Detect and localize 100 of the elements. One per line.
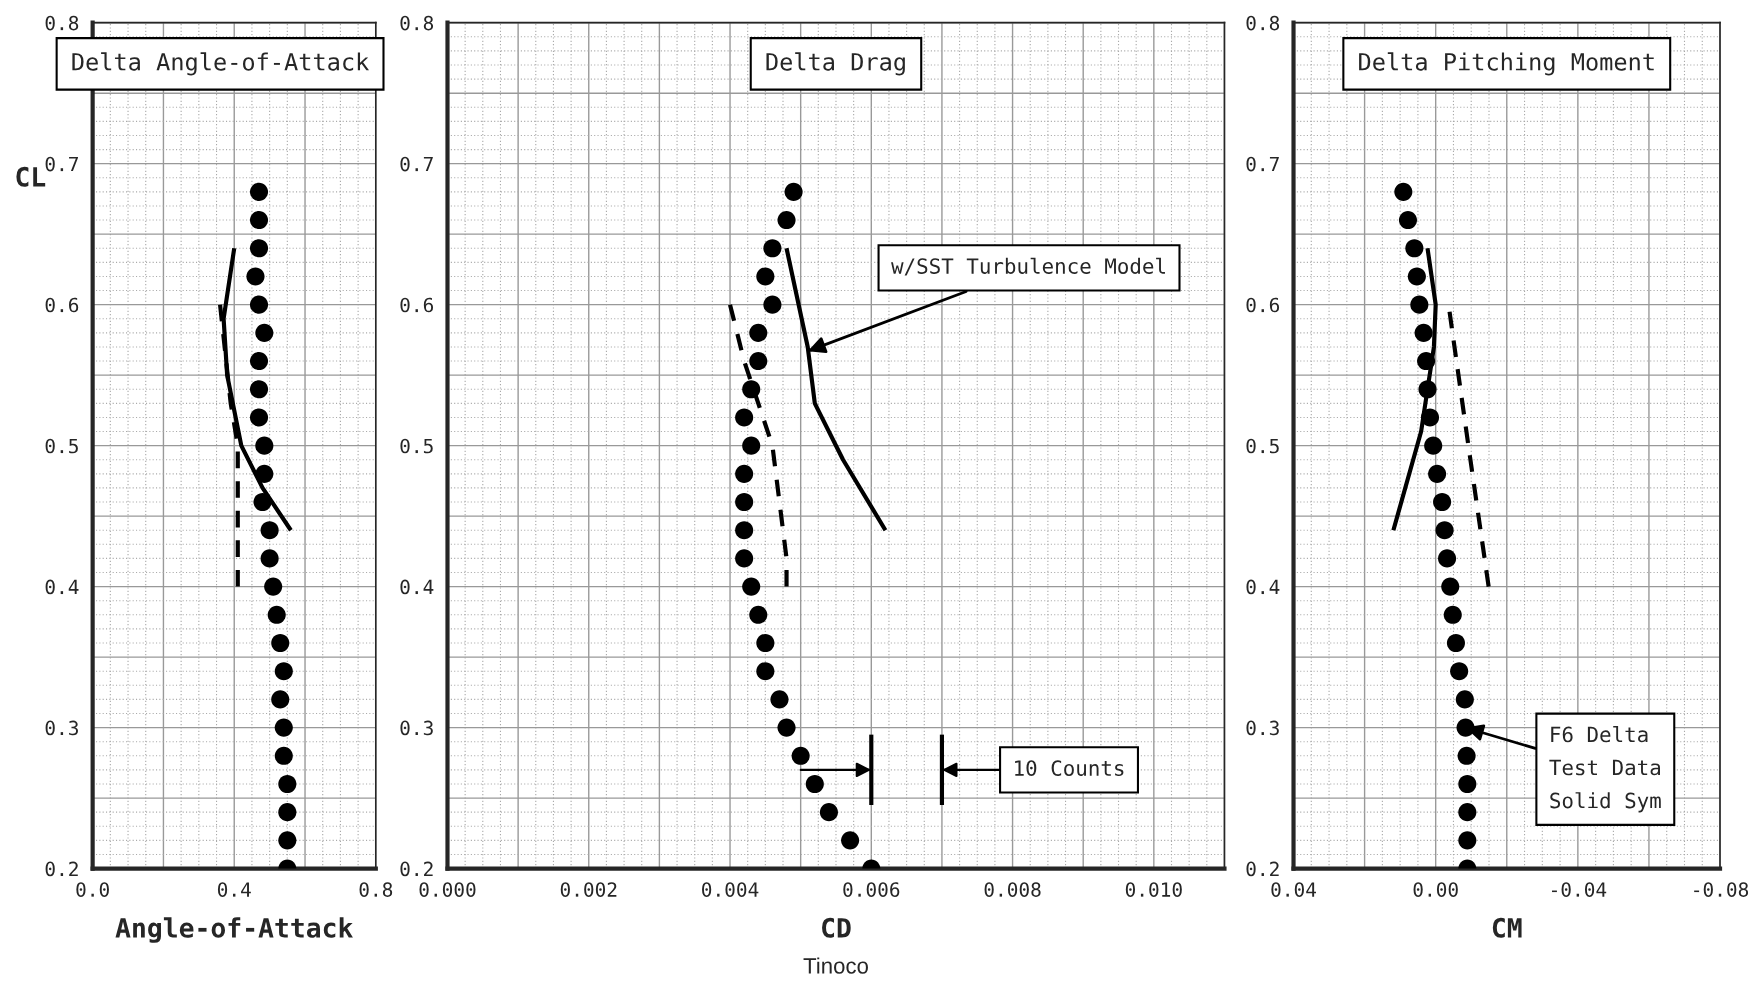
x-tick-label: 0.002 [560,882,617,897]
point [735,521,754,540]
point [249,182,269,201]
point [1420,408,1440,427]
point [274,718,293,737]
point [249,408,269,427]
point [841,831,860,850]
point [756,662,775,681]
point [777,211,796,230]
point [249,239,269,258]
x-tick-label: 0.006 [843,882,900,897]
annotation: 10 Counts [1015,760,1124,776]
y-tick-label: 0.6 [45,297,79,313]
y-tick-label: 0.5 [45,438,78,454]
point [249,211,269,230]
point [1435,521,1454,540]
x-axis-title: CD [822,917,851,938]
point [763,239,782,258]
point [1407,267,1426,286]
text: Tinoco [803,957,868,974]
y-tick-label: 0.7 [45,156,78,172]
point [255,323,274,342]
point [274,662,293,681]
point [278,831,297,850]
x-tick-label: 0.8 [359,882,393,897]
point [1441,577,1460,596]
y-tick-label: 0.8 [45,15,79,31]
point [249,380,269,399]
x-tick-label: -0.04 [1551,882,1607,897]
y-tick-label: 0.4 [45,579,79,595]
point [1455,690,1474,709]
y-tick-label: 0.4 [1246,579,1280,595]
point [735,492,754,512]
y-tick-label: 0.3 [45,720,78,736]
x-tick-label: 0.4 [217,882,251,897]
y-tick-label: 0.6 [400,297,434,313]
point [1433,492,1452,512]
point [1405,239,1424,258]
point [255,436,274,455]
x-tick-label: 0.00 [1413,882,1458,897]
x-tick-label: 0.000 [419,882,476,897]
point [246,267,265,286]
line-series [1391,246,1438,533]
y-tick-label: 0.8 [400,15,434,31]
point [735,464,754,483]
point [777,718,796,737]
point [267,605,286,624]
point [1410,295,1429,314]
point [735,408,754,427]
y-tick-label: 0.2 [400,861,433,877]
point [749,323,768,342]
point [1418,380,1437,399]
point [819,803,838,822]
x-axis-title: CM [1492,917,1522,938]
point [791,746,810,765]
point [1458,831,1477,850]
x-tick-label: 0.004 [702,882,759,897]
y-tick-label: 0.2 [1246,861,1279,877]
y-tick-label: 0.3 [400,720,433,736]
annotation: w/SST Turbulence Model [891,257,1165,276]
y-tick-label: 0.3 [1246,720,1279,736]
point [264,577,283,596]
point [1398,211,1418,230]
point [1394,182,1413,201]
point [249,351,269,371]
point [278,774,297,794]
point [763,295,782,314]
line-series [784,246,888,533]
point [1457,746,1476,765]
x-tick-label: 0.0 [76,882,109,897]
y-tick-label: 0.2 [45,861,78,877]
annotation: F6 Delta Test Data Solid Sym [1549,726,1661,813]
point [255,464,274,483]
y-tick-label: 0.6 [1246,297,1280,313]
text: Delta Drag [766,52,905,76]
y-tick-label: 0.4 [400,579,434,595]
point [271,633,290,653]
point [756,633,775,653]
point [756,267,775,286]
point [274,746,293,765]
point [805,774,824,794]
y-tick-label: 0.7 [1246,156,1279,172]
y-tick-label: 0.5 [400,438,433,454]
x-tick-label: 0.010 [1125,882,1182,897]
point [1438,549,1457,568]
text: Delta Pitching Moment [1359,52,1654,76]
line-series [727,302,789,589]
point [742,577,761,596]
point [742,380,761,399]
point [1450,662,1469,681]
x-tick-label: -0.08 [1694,882,1748,897]
y-tick-label: 0.5 [1246,438,1279,454]
point [1417,351,1436,371]
x-tick-label: 0.008 [984,882,1041,897]
point [260,521,279,540]
y-tick-label: 0.8 [1246,15,1280,31]
point [1424,436,1443,455]
point [749,351,768,371]
point [1446,633,1465,653]
point [1458,803,1477,822]
